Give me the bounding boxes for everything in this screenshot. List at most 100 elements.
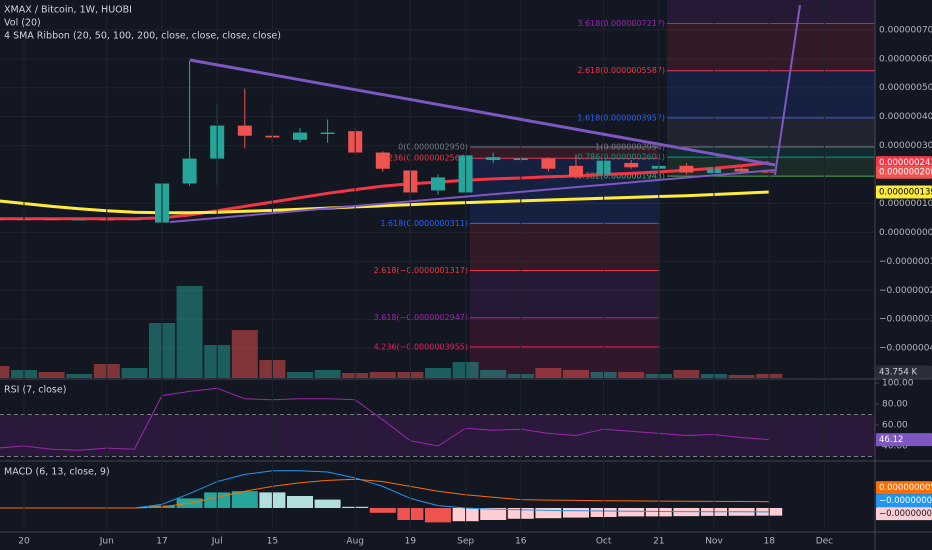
volume-bar [0,365,10,378]
fib-band [470,270,660,318]
x-tick-label: 20 [18,537,30,547]
y-tick-label: −0.0000002000 [879,286,932,296]
x-tick-label: Aug [346,537,364,547]
y-tick-label: 0.0000005000 [879,83,932,93]
histogram-bar [425,507,451,523]
candle-body [569,165,583,177]
x-tick-label: 21 [653,537,664,547]
drawings [169,4,801,223]
y-tick-label: −0.0000004000 [879,344,932,354]
rsi-pane [0,387,875,458]
fib-band [470,223,660,271]
volume-bar [728,374,755,378]
price-badge-label: 0.0000001397 [879,187,932,197]
candle-body [679,165,694,173]
histogram-bar [618,507,645,517]
price-badge [876,365,932,379]
candle-body [624,162,639,168]
candle-body [293,132,307,140]
fib-band [667,157,875,177]
fib-label: 2.618(0.0000005587) [577,66,665,75]
y-tick-label: 0.0000006000 [879,54,932,64]
y-tick-label: 0.0000001000 [879,199,932,209]
price-badge-label: 46.12 [879,435,903,445]
fib-band [470,147,660,159]
volume-bar [673,369,700,378]
macd-line [0,478,770,509]
fib-label: 3.618(0.0000007217) [577,19,665,28]
y-tick-label: 0.0000000000 [879,228,932,238]
price-badge [876,481,932,495]
price-badge [876,165,932,179]
fib-label: 2.618(−0.0000001317) [374,266,468,275]
volume-bar [369,372,396,378]
candle-body [182,158,197,184]
volume-bar [121,367,148,378]
y-tick-label: 100.00 [882,379,914,389]
candle-body [237,125,252,136]
volume-bar [535,367,562,378]
volume-bar [287,372,313,378]
indicator-title: MACD (6, 13, close, 9) [4,467,110,478]
fib-label: 1.618(0.0000003957) [577,113,665,122]
fib-band [667,147,875,158]
volume-bar [176,285,203,378]
candle-body [734,168,749,172]
fib-label: 0.236(0.0000002564) [380,154,468,163]
fib-band [667,0,875,24]
histogram-bar [231,491,258,508]
candle-body [72,219,87,221]
candle-body [0,218,4,220]
y-tick-label: 80.00 [882,400,908,410]
x-tick-label: 16 [515,537,527,547]
price-badge-label: −0.0000000033 [879,496,932,506]
x-tick-label: Sep [457,537,474,547]
candle-body [127,219,142,221]
fib-band [667,70,875,118]
x-tick-label: Nov [705,537,723,547]
candle-body [375,152,390,169]
fib-label: 0(0.0000002950) [398,143,468,152]
fib-band [667,23,875,71]
chart-title: XMAX / Bitcoin, 1W, HUOBI [4,5,132,16]
price-badge [876,507,932,521]
x-tick-label: 17 [156,537,167,547]
volume-bar [231,329,258,378]
volume-bar [425,367,451,378]
fib-label: 0.382(0.0000001943) [577,172,665,181]
histogram-bar [369,507,396,513]
fib-label: 3.618(−0.0000002947) [374,313,468,322]
rsi-line [0,387,770,451]
x-tick-label: 18 [763,537,775,547]
fib-band [470,317,660,347]
rsi-band [0,414,875,457]
price-badge-label: 0.0000002080 [879,168,932,178]
price-badge [876,433,932,447]
sma-line [0,161,770,221]
histogram-bar [535,507,562,519]
price-pane: 0(0.0000002950) 0.236(0.0000002564) 1.618(… [0,0,875,378]
candle-body [44,219,59,221]
y-tick-label: 0.0000003000 [879,141,932,151]
fib-label: 0.786(0.0000002601) [577,153,665,162]
price-badges: 0.0000002412 0.0000001397 0.0000002080 43.7… [876,156,932,521]
x-tick-label: Jun [99,537,114,547]
volume-bar [618,372,645,378]
candle-body [541,158,556,169]
sma-line [0,190,770,215]
candle-body [486,157,501,161]
y-tick-label: 60.00 [882,421,908,431]
volume-bar [314,369,341,378]
price-badge-label: −0.0000000064 [879,509,932,519]
indicator-title: Vol (20) [4,18,41,29]
volume-bar [38,372,65,378]
y-tick-label: 40.00 [882,442,908,452]
x-tick-label: Jul [211,537,223,547]
volume-bar [66,374,93,378]
x-tick-label: 15 [267,537,278,547]
trend-line [169,169,776,223]
fib-label: 1(0.0000002950) [595,143,665,152]
y-tick-label: −0.0000001000 [879,257,932,267]
fib-label: 1.618(0.0000000311) [380,219,468,228]
